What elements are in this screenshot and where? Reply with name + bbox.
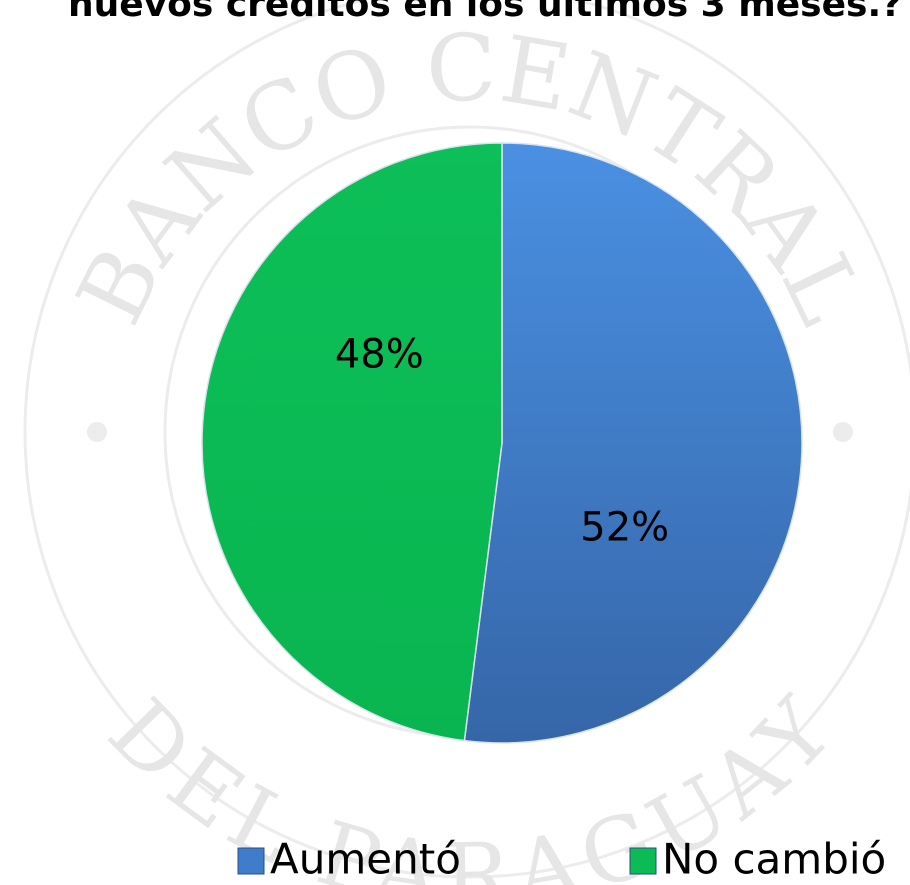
legend-swatch [237, 847, 265, 875]
chart-title: nuevos créditos en los últimos 3 meses.? [68, 0, 902, 25]
legend: Aumentó No cambió [237, 835, 886, 884]
watermark-dot [87, 422, 107, 442]
watermark-ring [23, 0, 910, 879]
legend-label: No cambió [662, 835, 886, 884]
pie-slice [463, 142, 803, 744]
watermark-dot [833, 422, 853, 442]
legend-label: Aumentó [270, 835, 461, 884]
pie: 52% 48% [201, 142, 803, 744]
legend-swatch [629, 847, 657, 875]
data-label: 52% [580, 504, 669, 550]
pie-slice [201, 142, 503, 742]
data-label: 48% [335, 332, 424, 378]
